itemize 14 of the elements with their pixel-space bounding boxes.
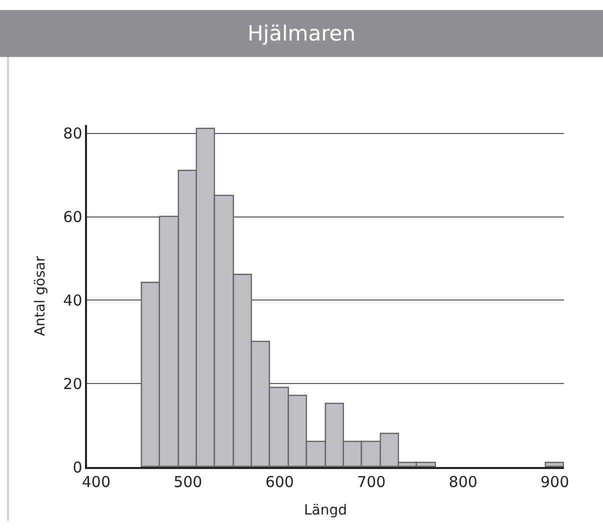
x-tick-label: 800 [448, 472, 478, 491]
y-tick-label: 0 [72, 458, 82, 476]
x-tick-label: 900 [540, 472, 570, 491]
x-tick-label: 600 [265, 472, 294, 491]
x-tick-label: 400 [82, 472, 110, 491]
y-tick-label: 40 [63, 291, 82, 310]
y-tick-label: 20 [63, 374, 82, 393]
chart-title: Hjälmaren [247, 21, 356, 46]
x-axis-title: Längd [304, 502, 348, 519]
x-tick-label: 500 [174, 472, 202, 491]
x-tick-label: 700 [357, 472, 386, 491]
y-tick-label: 60 [63, 208, 82, 226]
y-axis-title: Antal gösar [32, 256, 48, 336]
y-tick-label: 80 [63, 124, 82, 143]
